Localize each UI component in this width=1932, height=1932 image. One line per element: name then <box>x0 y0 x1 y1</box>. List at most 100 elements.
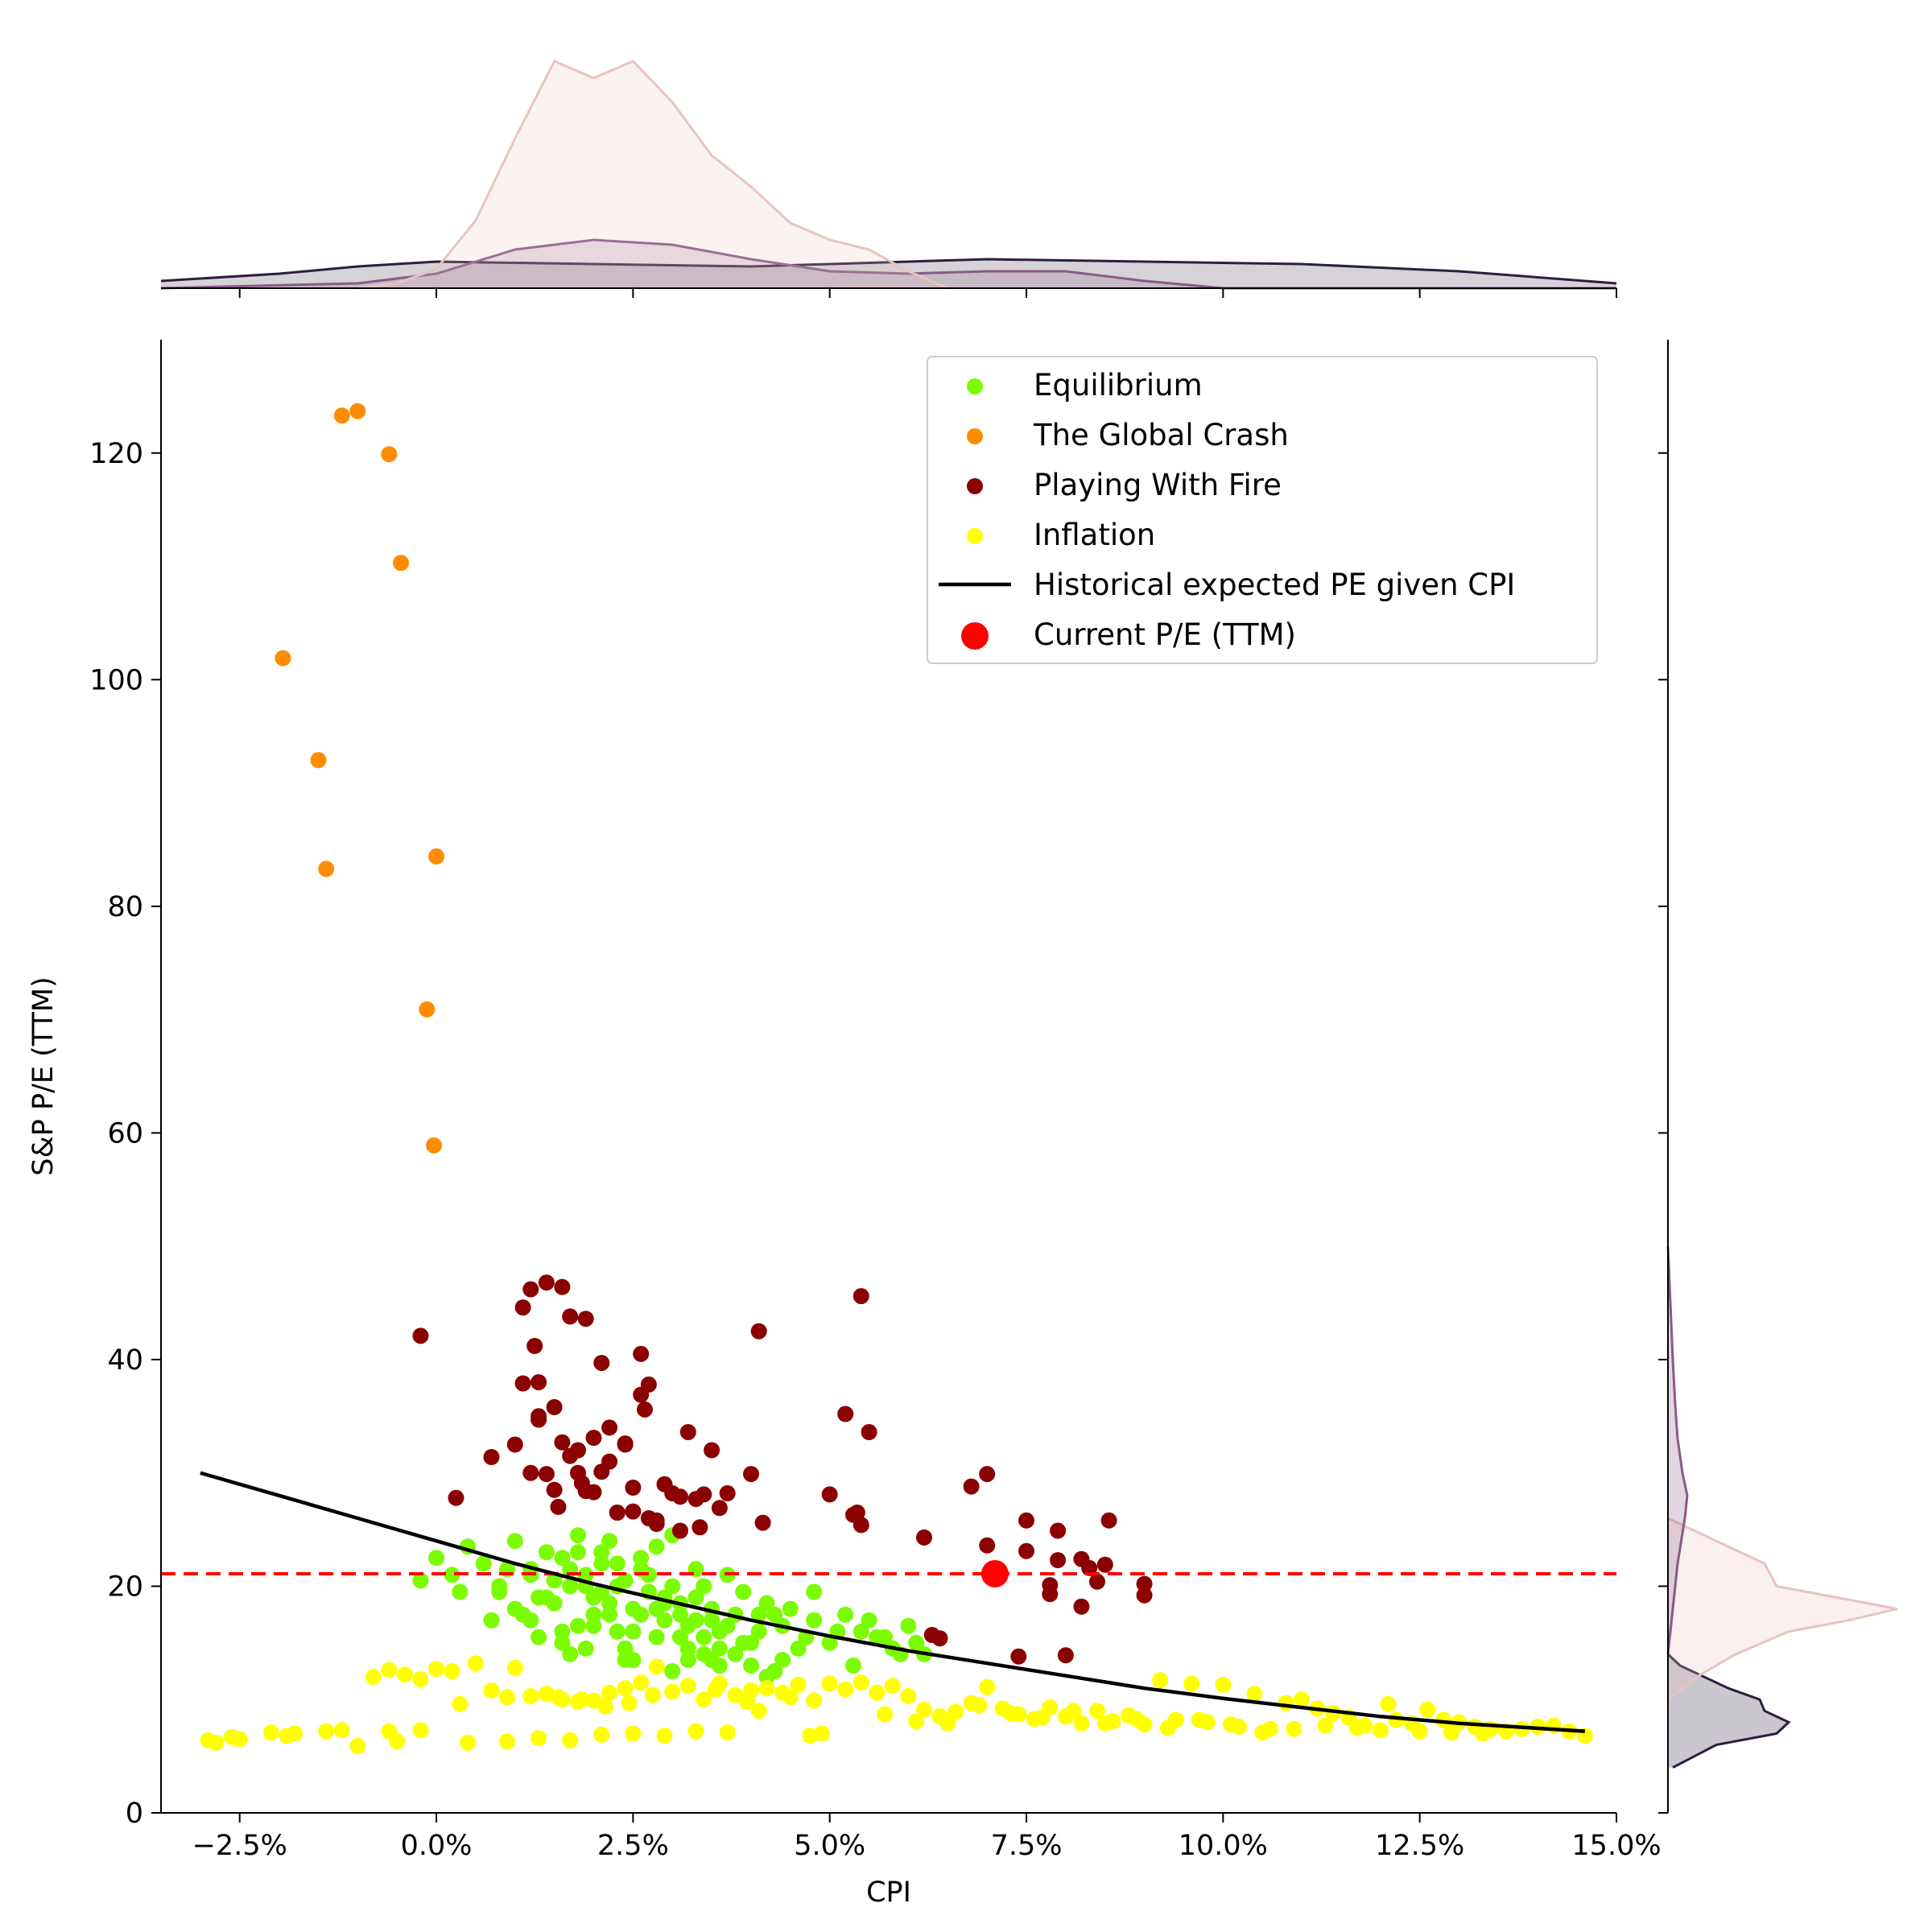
point-3-95 <box>562 1732 579 1748</box>
point-0-78 <box>782 1600 799 1617</box>
marginal-top-line-2 <box>357 60 948 290</box>
point-3-29 <box>601 1684 618 1701</box>
point-3-59 <box>1073 1715 1090 1732</box>
point-3-105 <box>908 1713 925 1729</box>
point-2-10 <box>554 1278 571 1295</box>
legend-label-0: Equilibrium <box>1034 368 1203 402</box>
point-3-125 <box>573 1691 590 1708</box>
point-3-45 <box>852 1674 869 1691</box>
point-3-41 <box>790 1676 807 1693</box>
point-0-10 <box>562 1578 579 1595</box>
point-3-49 <box>916 1701 932 1718</box>
point-2-8 <box>538 1274 555 1291</box>
point-0-59 <box>633 1606 650 1623</box>
expected-pe-curve <box>161 1471 1616 1733</box>
point-3-110 <box>1065 1703 1082 1719</box>
legend-label-5: Current P/E (TTM) <box>1034 617 1296 652</box>
point-0-85 <box>554 1634 571 1651</box>
point-0-64 <box>743 1657 759 1674</box>
point-2-1 <box>448 1489 464 1506</box>
point-0-0 <box>428 1550 445 1567</box>
point-0-9 <box>554 1550 571 1567</box>
point-3-78 <box>1372 1722 1389 1739</box>
point-3-16 <box>412 1670 429 1687</box>
point-2-4 <box>514 1299 531 1316</box>
point-2-2 <box>483 1449 500 1465</box>
point-0-34 <box>790 1640 807 1657</box>
point-3-37 <box>727 1686 744 1703</box>
point-2-85 <box>691 1519 708 1536</box>
point-2-30 <box>719 1485 736 1501</box>
x-tick-label: 7.5% <box>991 1830 1063 1862</box>
point-3-64 <box>1152 1672 1169 1689</box>
point-2-50 <box>1050 1522 1067 1539</box>
point-0-119 <box>750 1606 767 1623</box>
point-3-53 <box>979 1678 996 1695</box>
point-2-83 <box>573 1475 590 1492</box>
point-3-96 <box>593 1726 610 1743</box>
point-2-59 <box>1136 1575 1153 1592</box>
point-0-68 <box>554 1623 571 1640</box>
point-3-13 <box>365 1669 382 1686</box>
legend-marker-0 <box>967 378 983 394</box>
point-3-118 <box>1317 1717 1334 1734</box>
main-scatter-plot: −2.5% 0.0% 2.5% 5.0% 7.5% 10.0% 12.5% 15.0% 0 20 4… <box>89 340 1662 1862</box>
point-2-28 <box>704 1442 720 1459</box>
point-3-101 <box>750 1703 767 1719</box>
point-0-70 <box>593 1555 610 1572</box>
point-3-107 <box>971 1697 988 1714</box>
point-3-97 <box>625 1725 642 1742</box>
point-2-45 <box>1010 1648 1027 1665</box>
point-0-102 <box>908 1634 925 1651</box>
point-0-96 <box>806 1583 823 1600</box>
point-0-108 <box>704 1652 720 1668</box>
point-2-26 <box>679 1424 696 1440</box>
point-2-54 <box>1073 1598 1090 1615</box>
point-2-72 <box>514 1375 531 1392</box>
y-tick-label: 120 <box>89 438 143 470</box>
point-2-31 <box>743 1466 759 1483</box>
point-2-61 <box>522 1464 539 1481</box>
point-2-43 <box>979 1466 996 1483</box>
y-tick-label: 20 <box>107 1571 143 1603</box>
point-2-77 <box>593 1463 610 1480</box>
point-3-4 <box>262 1724 279 1741</box>
point-2-51 <box>1050 1552 1067 1569</box>
legend-marker-1 <box>967 428 983 444</box>
point-3-48 <box>900 1688 917 1704</box>
point-0-16 <box>609 1555 625 1572</box>
point-2-73 <box>530 1408 547 1425</box>
point-3-30 <box>617 1680 634 1697</box>
point-2-57 <box>1096 1556 1113 1573</box>
point-2-60 <box>1136 1587 1153 1604</box>
point-0-63 <box>719 1617 736 1634</box>
point-0-105 <box>609 1623 625 1640</box>
point-2-19 <box>625 1480 642 1496</box>
point-0-113 <box>562 1645 579 1662</box>
point-2-29 <box>711 1500 728 1517</box>
point-0-35 <box>806 1612 823 1629</box>
x-tick-label: 0.0% <box>401 1830 473 1862</box>
point-2-86 <box>848 1505 865 1521</box>
point-3-17 <box>428 1661 445 1678</box>
point-0-80 <box>452 1583 469 1600</box>
point-0-52 <box>750 1623 767 1640</box>
point-2-87 <box>852 1517 869 1534</box>
point-3-106 <box>939 1715 956 1732</box>
point-2-15 <box>593 1355 610 1372</box>
point-0-89 <box>617 1640 634 1657</box>
y-tick-label: 80 <box>107 891 143 923</box>
point-2-70 <box>672 1488 688 1505</box>
point-2-38 <box>861 1424 877 1440</box>
point-1-7 <box>428 848 445 865</box>
point-3-34 <box>679 1678 696 1695</box>
point-0-15 <box>601 1606 618 1623</box>
point-3-72 <box>1278 1695 1294 1711</box>
point-3-117 <box>1286 1720 1302 1737</box>
point-2-67 <box>617 1435 634 1452</box>
point-3-109 <box>1034 1709 1051 1726</box>
point-1-1 <box>349 402 366 419</box>
point-1-4 <box>275 650 291 667</box>
point-0-22 <box>656 1612 673 1629</box>
point-0-67 <box>530 1629 547 1645</box>
